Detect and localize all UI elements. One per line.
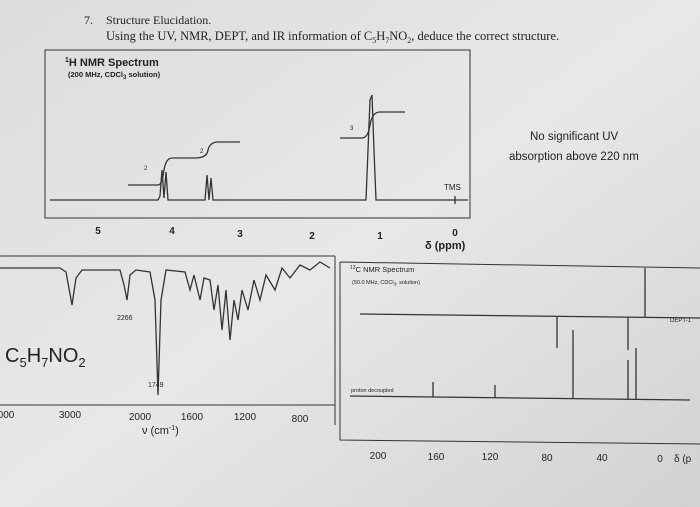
- ir-frame: [0, 255, 336, 425]
- subtitle-sub: 3: [394, 282, 397, 287]
- uv-note: No significant UV: [530, 131, 619, 143]
- integral-label: 2: [144, 166, 148, 172]
- problem-title: Structure Elucidation.: [106, 13, 211, 27]
- tick-label: 0: [657, 454, 663, 465]
- subtitle-text: (50.0 MHz, CDCl: [352, 280, 394, 286]
- tick-label: 3: [237, 229, 243, 240]
- formula-part: H: [376, 29, 385, 43]
- formula-part: NO: [48, 345, 78, 367]
- tick-label: 160: [428, 452, 445, 463]
- title-text: H NMR Spectrum: [69, 57, 159, 69]
- title-sup: 13: [350, 265, 356, 271]
- formula-sub: 2: [78, 355, 85, 370]
- subtitle-text: (200 MHz, CDCl: [68, 70, 123, 79]
- hnmr-trace: [50, 94, 468, 201]
- subtitle-sub: 3: [123, 75, 127, 81]
- problem-instruction: Using the UV, NMR, DEPT, and IR informat…: [106, 29, 559, 45]
- hnmr-spectrum: 1H NMR Spectrum (200 MHz, CDCl3 solution…: [44, 49, 471, 252]
- hnmr-title: 1H NMR Spectrum: [65, 57, 159, 69]
- problem-number: 7.: [84, 13, 93, 27]
- integral-label: 2: [200, 149, 204, 155]
- cnmr-trace: [349, 330, 691, 401]
- tick-label: 4: [169, 226, 175, 237]
- tick-label: 1600: [181, 412, 204, 423]
- tick-label: 5: [95, 226, 101, 237]
- dept-trace: [359, 268, 700, 350]
- dept-label: DEPT-1: [670, 318, 692, 324]
- cnmr-subtitle: (50.0 MHz, CDCl3, solution): [352, 280, 420, 287]
- subtitle-text: solution): [126, 70, 160, 79]
- tick-label: 40: [596, 453, 608, 464]
- formula-part: C: [5, 345, 19, 367]
- cnmr-axis: 200 160 120 80 40 0: [370, 451, 664, 465]
- ir-peak-label: 2266: [117, 315, 133, 322]
- tick-label: 800: [292, 414, 309, 425]
- tick-label: 2: [309, 231, 315, 242]
- axis-text: ): [175, 425, 179, 437]
- tick-label: 200: [370, 451, 387, 462]
- integral-label: 3: [350, 126, 354, 132]
- formula-sub: 7: [385, 36, 389, 45]
- formula-sub: 5: [372, 36, 376, 45]
- title-sup: 1: [65, 57, 69, 64]
- tick-label: 120: [482, 452, 499, 463]
- ir-formula: C5H7NO2: [5, 345, 86, 370]
- subtitle-text: , solution): [396, 280, 420, 286]
- hnmr-frame: [44, 49, 471, 219]
- ir-spectrum: 2266 1749 C5H7NO2 000 3000 2000 1600 120…: [0, 255, 336, 437]
- axis-text: ν (cm: [142, 425, 169, 437]
- uv-note: absorption above 220 nm: [509, 151, 639, 163]
- ir-peak-label: 1749: [148, 382, 164, 389]
- cnmr-title: 13C NMR Spectrum: [350, 265, 414, 274]
- tick-label: 1: [377, 231, 383, 242]
- hnmr-axis: 5 4 3 2 1 0: [95, 226, 458, 242]
- hnmr-axis-label: δ (ppm): [425, 240, 466, 252]
- cnmr-frame: [339, 261, 700, 445]
- hnmr-subtitle: (200 MHz, CDCl3 solution): [68, 70, 161, 81]
- formula-part: NO: [389, 29, 407, 43]
- formula-part: H: [27, 345, 41, 367]
- title-text: C NMR Spectrum: [356, 265, 415, 274]
- tick-label: 80: [541, 453, 553, 464]
- instruction-text: Using the UV, NMR, DEPT, and IR informat…: [106, 29, 364, 43]
- tick-label: 2000: [129, 412, 152, 423]
- tick-label: 0: [452, 228, 458, 239]
- tms-label: TMS: [444, 183, 461, 192]
- formula-part: C: [364, 29, 372, 43]
- axis-sup: -1: [169, 425, 175, 432]
- ir-axis: 000 3000 2000 1600 1200 800: [0, 410, 309, 425]
- ir-axis-label: ν (cm-1): [142, 425, 179, 437]
- ir-trace: [0, 261, 331, 396]
- instruction-text: , deduce the correct structure.: [411, 29, 559, 43]
- formula-sub: 7: [41, 355, 48, 370]
- tick-label: 1200: [234, 412, 257, 423]
- tick-label: 3000: [59, 410, 82, 421]
- formula-sub: 5: [19, 355, 26, 370]
- hnmr-integral: [128, 111, 405, 186]
- cnmr-axis-label: δ (p: [674, 454, 692, 465]
- decoupled-label: proton decoupled: [351, 388, 394, 394]
- formula-sub: 2: [407, 36, 411, 45]
- tick-label: 000: [0, 410, 15, 421]
- cnmr-spectrum: 13C NMR Spectrum (50.0 MHz, CDCl3, solut…: [339, 261, 700, 465]
